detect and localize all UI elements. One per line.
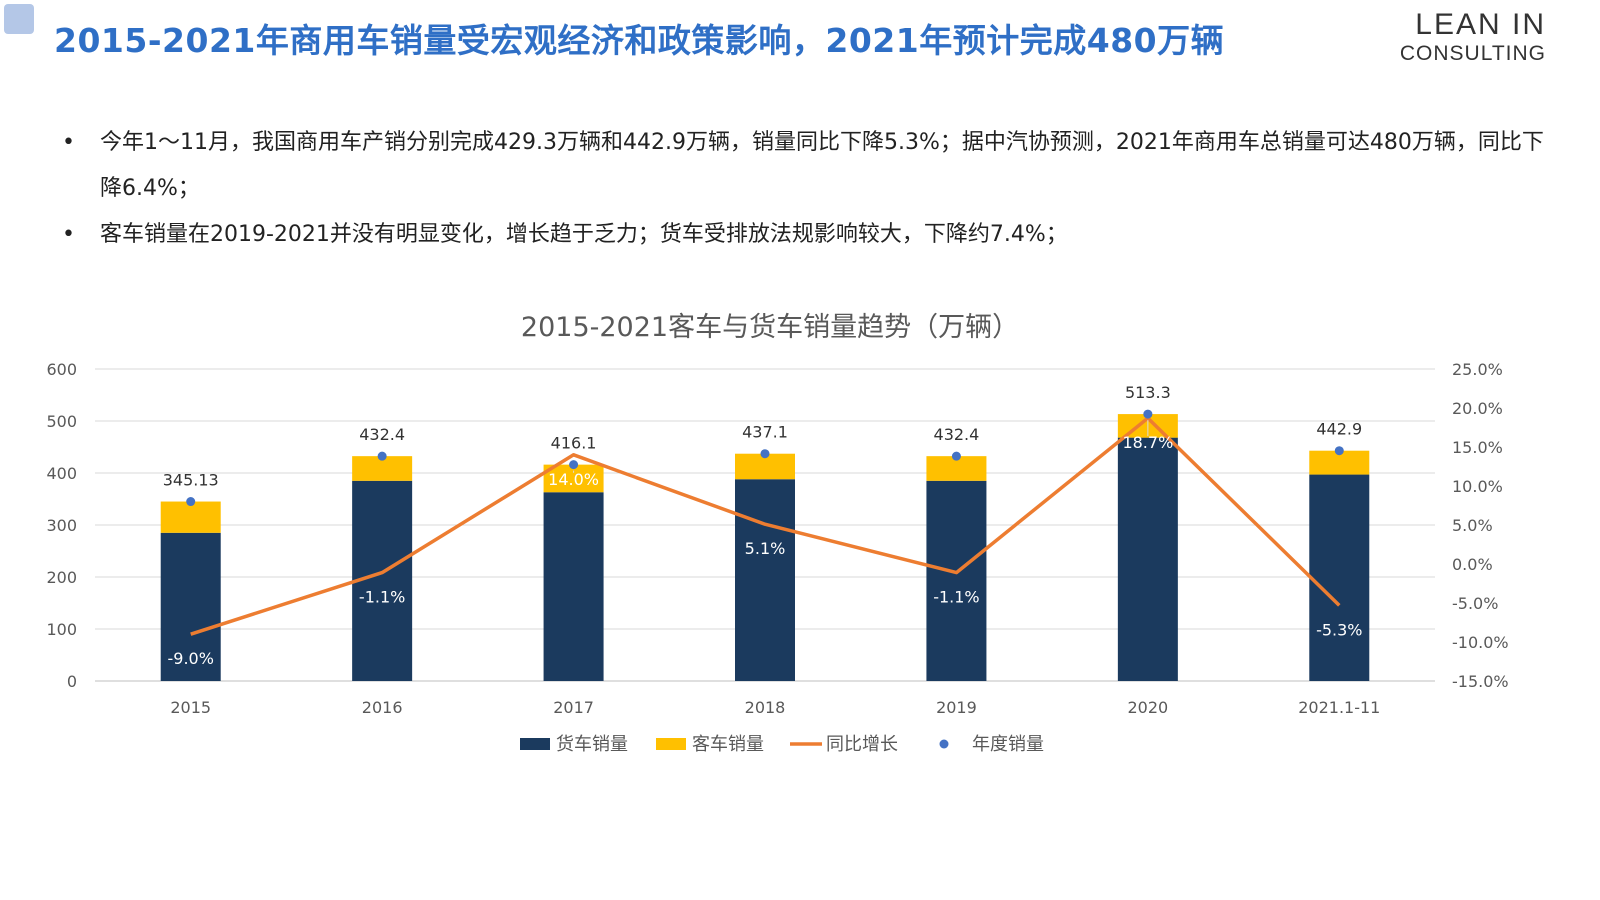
left-axis: 0 100 200 300 400 500 600 — [46, 360, 77, 691]
bullet-text: 今年1～11月，我国商用车产销分别完成429.3万辆和442.9万辆，销量同比下… — [100, 130, 1544, 201]
x-axis-tick-label: 2020 — [1127, 698, 1168, 717]
total-sales-point — [186, 497, 196, 507]
total-sales-point — [1143, 409, 1153, 419]
total-sales-point — [569, 460, 579, 470]
legend-label: 年度销量 — [972, 734, 1044, 755]
data-labels: 345.13 -9.0% 432.4 -1.1% 416.1 14.0% 437.1 5.1%… — [163, 383, 1363, 668]
legend-label: 客车销量 — [692, 734, 764, 755]
total-sales-label: 432.4 — [359, 425, 405, 444]
total-sales-point — [377, 451, 387, 461]
legend-swatch — [520, 738, 550, 750]
total-points — [186, 409, 1344, 507]
growth-rate-label: 5.1% — [745, 539, 786, 558]
right-axis-tick-label: 25.0% — [1452, 360, 1503, 379]
chart-title: 2015-2021客车与货车销量趋势（万辆） — [521, 312, 1019, 343]
total-sales-label: 416.1 — [551, 434, 597, 453]
total-sales-label: 345.13 — [163, 471, 219, 490]
left-axis-tick-label: 0 — [67, 672, 77, 691]
left-axis-tick-label: 300 — [46, 516, 77, 535]
bullet-text: 客车销量在2019-2021并没有明显变化，增长趋于乏力；货车受排放法规影响较大… — [100, 222, 1068, 247]
growth-rate-label: -9.0% — [168, 649, 214, 668]
x-axis-tick-label: 2015 — [170, 698, 211, 717]
right-axis-tick-label: -5.0% — [1452, 594, 1498, 613]
bar-truck-sales — [1309, 474, 1370, 681]
left-axis-tick-label: 100 — [46, 620, 77, 639]
right-axis-tick-label: 10.0% — [1452, 477, 1503, 496]
growth-rate-label: 18.7% — [1122, 433, 1173, 452]
total-sales-point — [951, 451, 961, 461]
total-sales-point — [1334, 446, 1344, 456]
bar-truck-sales — [926, 480, 987, 681]
bar-bus-sales — [1309, 450, 1370, 475]
bar-truck-sales — [735, 479, 795, 681]
right-axis-tick-label: -10.0% — [1452, 633, 1509, 652]
total-sales-label: 442.9 — [1316, 420, 1362, 439]
right-axis-tick-label: 20.0% — [1452, 399, 1503, 418]
right-axis-tick-label: 5.0% — [1452, 516, 1493, 535]
bullet-item: • 客车销量在2019-2021并没有明显变化，增长趋于乏力；货车受排放法规影响… — [62, 212, 1552, 258]
left-axis-tick-label: 200 — [46, 568, 77, 587]
bullet-list: • 今年1～11月，我国商用车产销分别完成429.3万辆和442.9万辆，销量同… — [62, 120, 1552, 258]
growth-rate-label: 14.0% — [548, 470, 599, 489]
total-sales-label: 437.1 — [742, 423, 788, 442]
x-axis-tick-label: 2019 — [936, 698, 977, 717]
bullet-dot: • — [62, 222, 75, 247]
total-sales-point — [760, 449, 770, 459]
bar-truck-sales — [160, 532, 221, 681]
total-sales-label: 513.3 — [1125, 383, 1171, 402]
bar-bus-sales — [160, 501, 221, 533]
right-axis: -15.0% -10.0% -5.0% 0.0% 5.0% 10.0% 15.0% 20.0%… — [1452, 360, 1509, 691]
bar-truck-sales — [543, 492, 604, 681]
page-title: 2015-2021年商用车销量受宏观经济和政策影响，2021年预计完成480万辆 — [54, 21, 1225, 60]
total-sales-label: 432.4 — [934, 425, 980, 444]
growth-rate-label: -1.1% — [359, 588, 405, 607]
logo-line-1: LEAN IN — [1415, 8, 1546, 41]
legend-label: 同比增长 — [826, 734, 898, 755]
x-axis-tick-label: 2016 — [362, 698, 403, 717]
bars — [160, 414, 1370, 681]
bar-bus-sales — [543, 464, 604, 493]
x-axis-tick-label: 2017 — [553, 698, 594, 717]
legend-swatch — [939, 739, 949, 749]
bar-truck-sales — [352, 480, 413, 681]
bullet-dot: • — [62, 130, 75, 155]
left-axis-tick-label: 500 — [46, 412, 77, 431]
x-axis-tick-label: 2018 — [745, 698, 786, 717]
right-axis-tick-label: 15.0% — [1452, 438, 1503, 457]
left-axis-tick-label: 400 — [46, 464, 77, 483]
growth-rate-label: -5.3% — [1316, 620, 1362, 639]
growth-rate-label: -1.1% — [933, 588, 979, 607]
right-axis-tick-label: -15.0% — [1452, 672, 1509, 691]
x-axis: 2015 2016 2017 2018 2019 2020 2021.1-11 — [170, 698, 1380, 717]
legend-swatch — [656, 738, 686, 750]
company-logo: LEAN IN CONSULTING — [1400, 8, 1546, 66]
title-marker — [4, 4, 34, 34]
logo-line-2: CONSULTING — [1399, 42, 1546, 65]
bullet-item: • 今年1～11月，我国商用车产销分别完成429.3万辆和442.9万辆，销量同… — [62, 120, 1552, 212]
x-axis-tick-label: 2021.1-11 — [1298, 698, 1380, 717]
right-axis-tick-label: 0.0% — [1452, 555, 1493, 574]
legend: 货车销量 客车销量 同比增长 年度销量 — [520, 734, 1044, 755]
left-axis-tick-label: 600 — [46, 360, 77, 379]
sales-trend-chart: 2015-2021客车与货车销量趋势（万辆） 0 100 200 300 400 500 6… — [46, 312, 1509, 755]
legend-label: 货车销量 — [556, 734, 628, 755]
bar-truck-sales — [1117, 437, 1178, 681]
